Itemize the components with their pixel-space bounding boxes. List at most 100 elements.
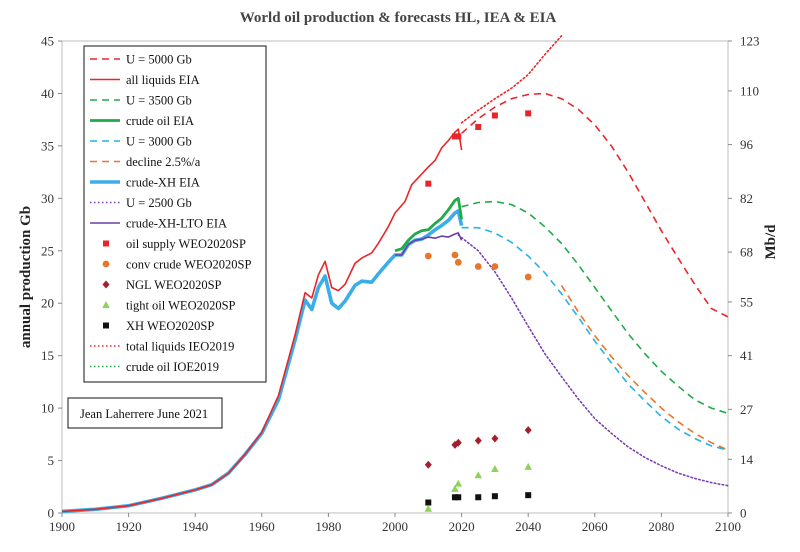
data-point — [424, 504, 433, 512]
legend: U = 5000 Gb all liquids EIA U = 3500 Gb cru… — [83, 45, 267, 383]
data-point — [525, 110, 532, 117]
data-point — [454, 479, 463, 487]
legend-label: crude-XH-LTO EIA — [126, 217, 227, 231]
y2-tick-label: 41 — [740, 348, 753, 363]
data-point — [451, 133, 458, 140]
y-axis-label: annual production Gb — [18, 206, 34, 348]
series-line-u-2500-gb — [457, 234, 729, 487]
x-tick-label: 2080 — [648, 519, 674, 534]
y-tick-label: 15 — [41, 348, 54, 363]
series-tight-oil-weo2020sp — [424, 462, 532, 512]
legend-label: conv crude WEO2020SP — [126, 258, 251, 272]
data-point — [474, 436, 482, 445]
series-line-decline-2-5-a — [560, 284, 729, 451]
data-point — [491, 434, 499, 443]
data-point — [455, 133, 462, 140]
data-point — [424, 252, 432, 260]
x-tick-label: 1940 — [182, 519, 208, 534]
legend-item: NGL WEO2020SP — [102, 278, 222, 292]
legend-label: decline 2.5%/a — [126, 155, 201, 169]
legend-label: U = 3500 Gb — [126, 94, 192, 108]
legend-item: crude oil IOE2019 — [90, 360, 219, 374]
data-point — [491, 263, 499, 270]
data-point — [455, 494, 462, 501]
series-line-all-liquids-eia — [61, 128, 463, 513]
legend-label: NGL WEO2020SP — [126, 278, 222, 292]
legend-item: U = 2500 Gb — [90, 196, 192, 210]
legend-item: crude-XH-LTO EIA — [90, 217, 227, 231]
y2-tick-label: 27 — [740, 402, 754, 417]
x-tick-label: 1960 — [249, 519, 275, 534]
legend-item: XH WEO2020SP — [103, 319, 214, 333]
x-tick-label: 2060 — [582, 519, 608, 534]
legend-label: crude-XH EIA — [126, 176, 200, 190]
x-tick-label: 1920 — [116, 519, 142, 534]
y-tick-label: 30 — [41, 191, 54, 206]
data-point — [491, 493, 498, 500]
credit-text: Jean Laherrere June 2021 — [80, 407, 208, 421]
data-point — [491, 112, 498, 119]
y2-tick-label: 96 — [740, 137, 754, 152]
series-line-total-liquids-ieo2019 — [460, 35, 563, 124]
series-line-u-5000-gb — [461, 92, 729, 318]
legend-item: decline 2.5%/a — [90, 155, 201, 169]
data-point — [425, 499, 432, 506]
y-tick-label: 20 — [41, 296, 54, 311]
legend-swatch — [102, 280, 110, 289]
y2-tick-label: 0 — [740, 506, 747, 521]
y-tick-label: 40 — [41, 86, 54, 101]
y2-tick-label: 68 — [740, 245, 753, 260]
x-tick-label: 1980 — [315, 519, 341, 534]
x-tick-label: 2100 — [715, 519, 741, 534]
data-point — [524, 273, 532, 281]
legend-label: total liquids IEO2019 — [126, 340, 234, 354]
x-axis: 1900 1920 1940 1960 1980 2000 2020 2040 2060 2080… — [49, 513, 741, 534]
legend-item: U = 3500 Gb — [90, 94, 192, 108]
credit-box: Jean Laherrere June 2021 — [67, 397, 223, 429]
legend-label: XH WEO2020SP — [126, 319, 214, 333]
y-tick-label: 0 — [48, 506, 55, 521]
x-tick-label: 2000 — [382, 519, 408, 534]
legend-item: oil supply WEO2020SP — [103, 237, 246, 251]
data-point — [474, 471, 483, 479]
y2-tick-label: 14 — [740, 452, 754, 467]
legend-item: conv crude WEO2020SP — [102, 258, 251, 272]
data-point — [425, 180, 432, 187]
data-point — [475, 124, 482, 131]
series-line-crude-xh-lto-eia — [395, 232, 463, 256]
series-line-u-3500-gb — [461, 200, 729, 415]
legend-swatch — [102, 260, 110, 268]
series-oil-supply-weo2020sp — [425, 110, 532, 187]
series-conv-crude-weo2020sp — [424, 251, 532, 281]
chart-title: World oil production & forecasts HL, IEA… — [240, 10, 557, 26]
legend-label: tight oil WEO2020SP — [126, 299, 236, 313]
legend-label: U = 3000 Gb — [126, 135, 192, 149]
series-xh-weo2020sp — [425, 492, 532, 506]
series-ngl-weo2020sp — [424, 426, 532, 469]
legend-label: crude oil IOE2019 — [126, 360, 219, 374]
legend-label: crude oil EIA — [126, 114, 194, 128]
data-point — [451, 484, 459, 492]
data-point — [475, 494, 482, 501]
legend-label: oil supply WEO2020SP — [126, 237, 246, 251]
data-point — [451, 494, 458, 501]
legend-label: U = 2500 Gb — [126, 196, 192, 210]
y2-tick-label: 123 — [740, 34, 760, 49]
legend-swatch — [103, 322, 109, 329]
data-point — [524, 462, 532, 470]
data-point — [524, 426, 532, 435]
y2-tick-label: 82 — [740, 191, 753, 206]
y-axis-left: 0 5 10 15 20 25 30 35 40 45 — [41, 34, 62, 521]
data-point — [474, 263, 482, 270]
legend-label: all liquids EIA — [126, 73, 200, 87]
data-point — [454, 438, 462, 447]
series-line-u-3000-gb — [461, 226, 729, 451]
data-point — [451, 251, 459, 259]
x-tick-label: 2040 — [515, 519, 541, 534]
x-tick-label: 1900 — [49, 519, 75, 534]
legend-box — [83, 45, 267, 383]
series-layer — [61, 35, 729, 514]
y-tick-label: 35 — [41, 138, 54, 153]
